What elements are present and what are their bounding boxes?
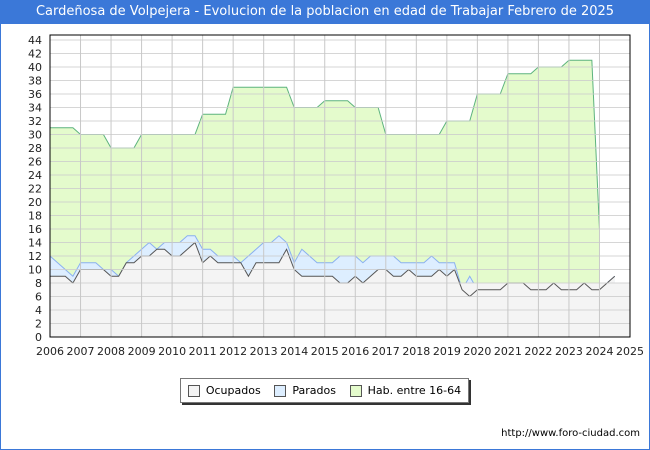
x-tick-label: 2024	[585, 345, 613, 358]
y-tick-label: 40	[28, 61, 42, 74]
legend-swatch-ocupados	[187, 384, 200, 397]
x-tick-label: 2008	[97, 345, 125, 358]
y-tick-label: 34	[28, 102, 42, 115]
x-tick-label: 2020	[463, 345, 491, 358]
x-tick-label: 2022	[524, 345, 552, 358]
y-tick-label: 6	[35, 291, 42, 304]
x-tick-label: 2019	[433, 345, 461, 358]
legend-hab: Hab. entre 16-64	[349, 384, 462, 397]
x-tick-label: 2017	[372, 345, 400, 358]
x-tick-label: 2014	[280, 345, 308, 358]
legend-swatch-parados	[274, 384, 287, 397]
x-tick-label: 2009	[128, 345, 156, 358]
x-tick-label: 2006	[36, 345, 64, 358]
y-tick-label: 30	[28, 129, 42, 142]
y-tick-label: 42	[28, 48, 42, 61]
x-tick-label: 2013	[250, 345, 278, 358]
legend-parados: Parados	[274, 384, 336, 397]
x-tick-label: 2007	[67, 345, 95, 358]
x-tick-label: 2021	[494, 345, 522, 358]
legend-swatch-hab	[349, 384, 362, 397]
y-tick-label: 14	[28, 237, 42, 250]
x-tick-label: 2015	[311, 345, 339, 358]
x-tick-label: 2011	[189, 345, 217, 358]
y-tick-label: 24	[28, 169, 42, 182]
legend: Ocupados Parados Hab. entre 16-64	[180, 378, 469, 403]
y-tick-label: 10	[28, 264, 42, 277]
source-url: http://www.foro-ciudad.com	[501, 428, 640, 439]
y-tick-label: 0	[35, 331, 42, 344]
chart-title: Cardeñosa de Volpejera - Evolucion de la…	[0, 0, 650, 24]
y-tick-label: 2	[35, 318, 42, 331]
plot-border	[49, 34, 631, 338]
y-tick-label: 12	[28, 250, 42, 263]
legend-label: Parados	[292, 384, 336, 397]
y-tick-label: 22	[28, 183, 42, 196]
x-tick-label: 2018	[402, 345, 430, 358]
y-tick-label: 44	[28, 34, 42, 47]
y-tick-label: 38	[28, 75, 42, 88]
legend-label: Hab. entre 16-64	[367, 384, 462, 397]
x-tick-label: 2016	[341, 345, 369, 358]
y-tick-label: 32	[28, 115, 42, 128]
y-tick-label: 20	[28, 196, 42, 209]
y-tick-label: 36	[28, 88, 42, 101]
legend-label: Ocupados	[205, 384, 261, 397]
ocupados-area	[50, 242, 615, 337]
x-tick-label: 2023	[555, 345, 583, 358]
legend-ocupados: Ocupados	[187, 384, 261, 397]
y-tick-label: 18	[28, 210, 42, 223]
x-tick-label: 2012	[219, 345, 247, 358]
x-tick-label: 2025	[616, 345, 644, 358]
y-tick-label: 8	[35, 277, 42, 290]
x-tick-label: 2010	[158, 345, 186, 358]
y-tick-label: 26	[28, 156, 42, 169]
y-tick-label: 16	[28, 223, 42, 236]
y-tick-label: 28	[28, 142, 42, 155]
y-tick-label: 4	[35, 304, 42, 317]
